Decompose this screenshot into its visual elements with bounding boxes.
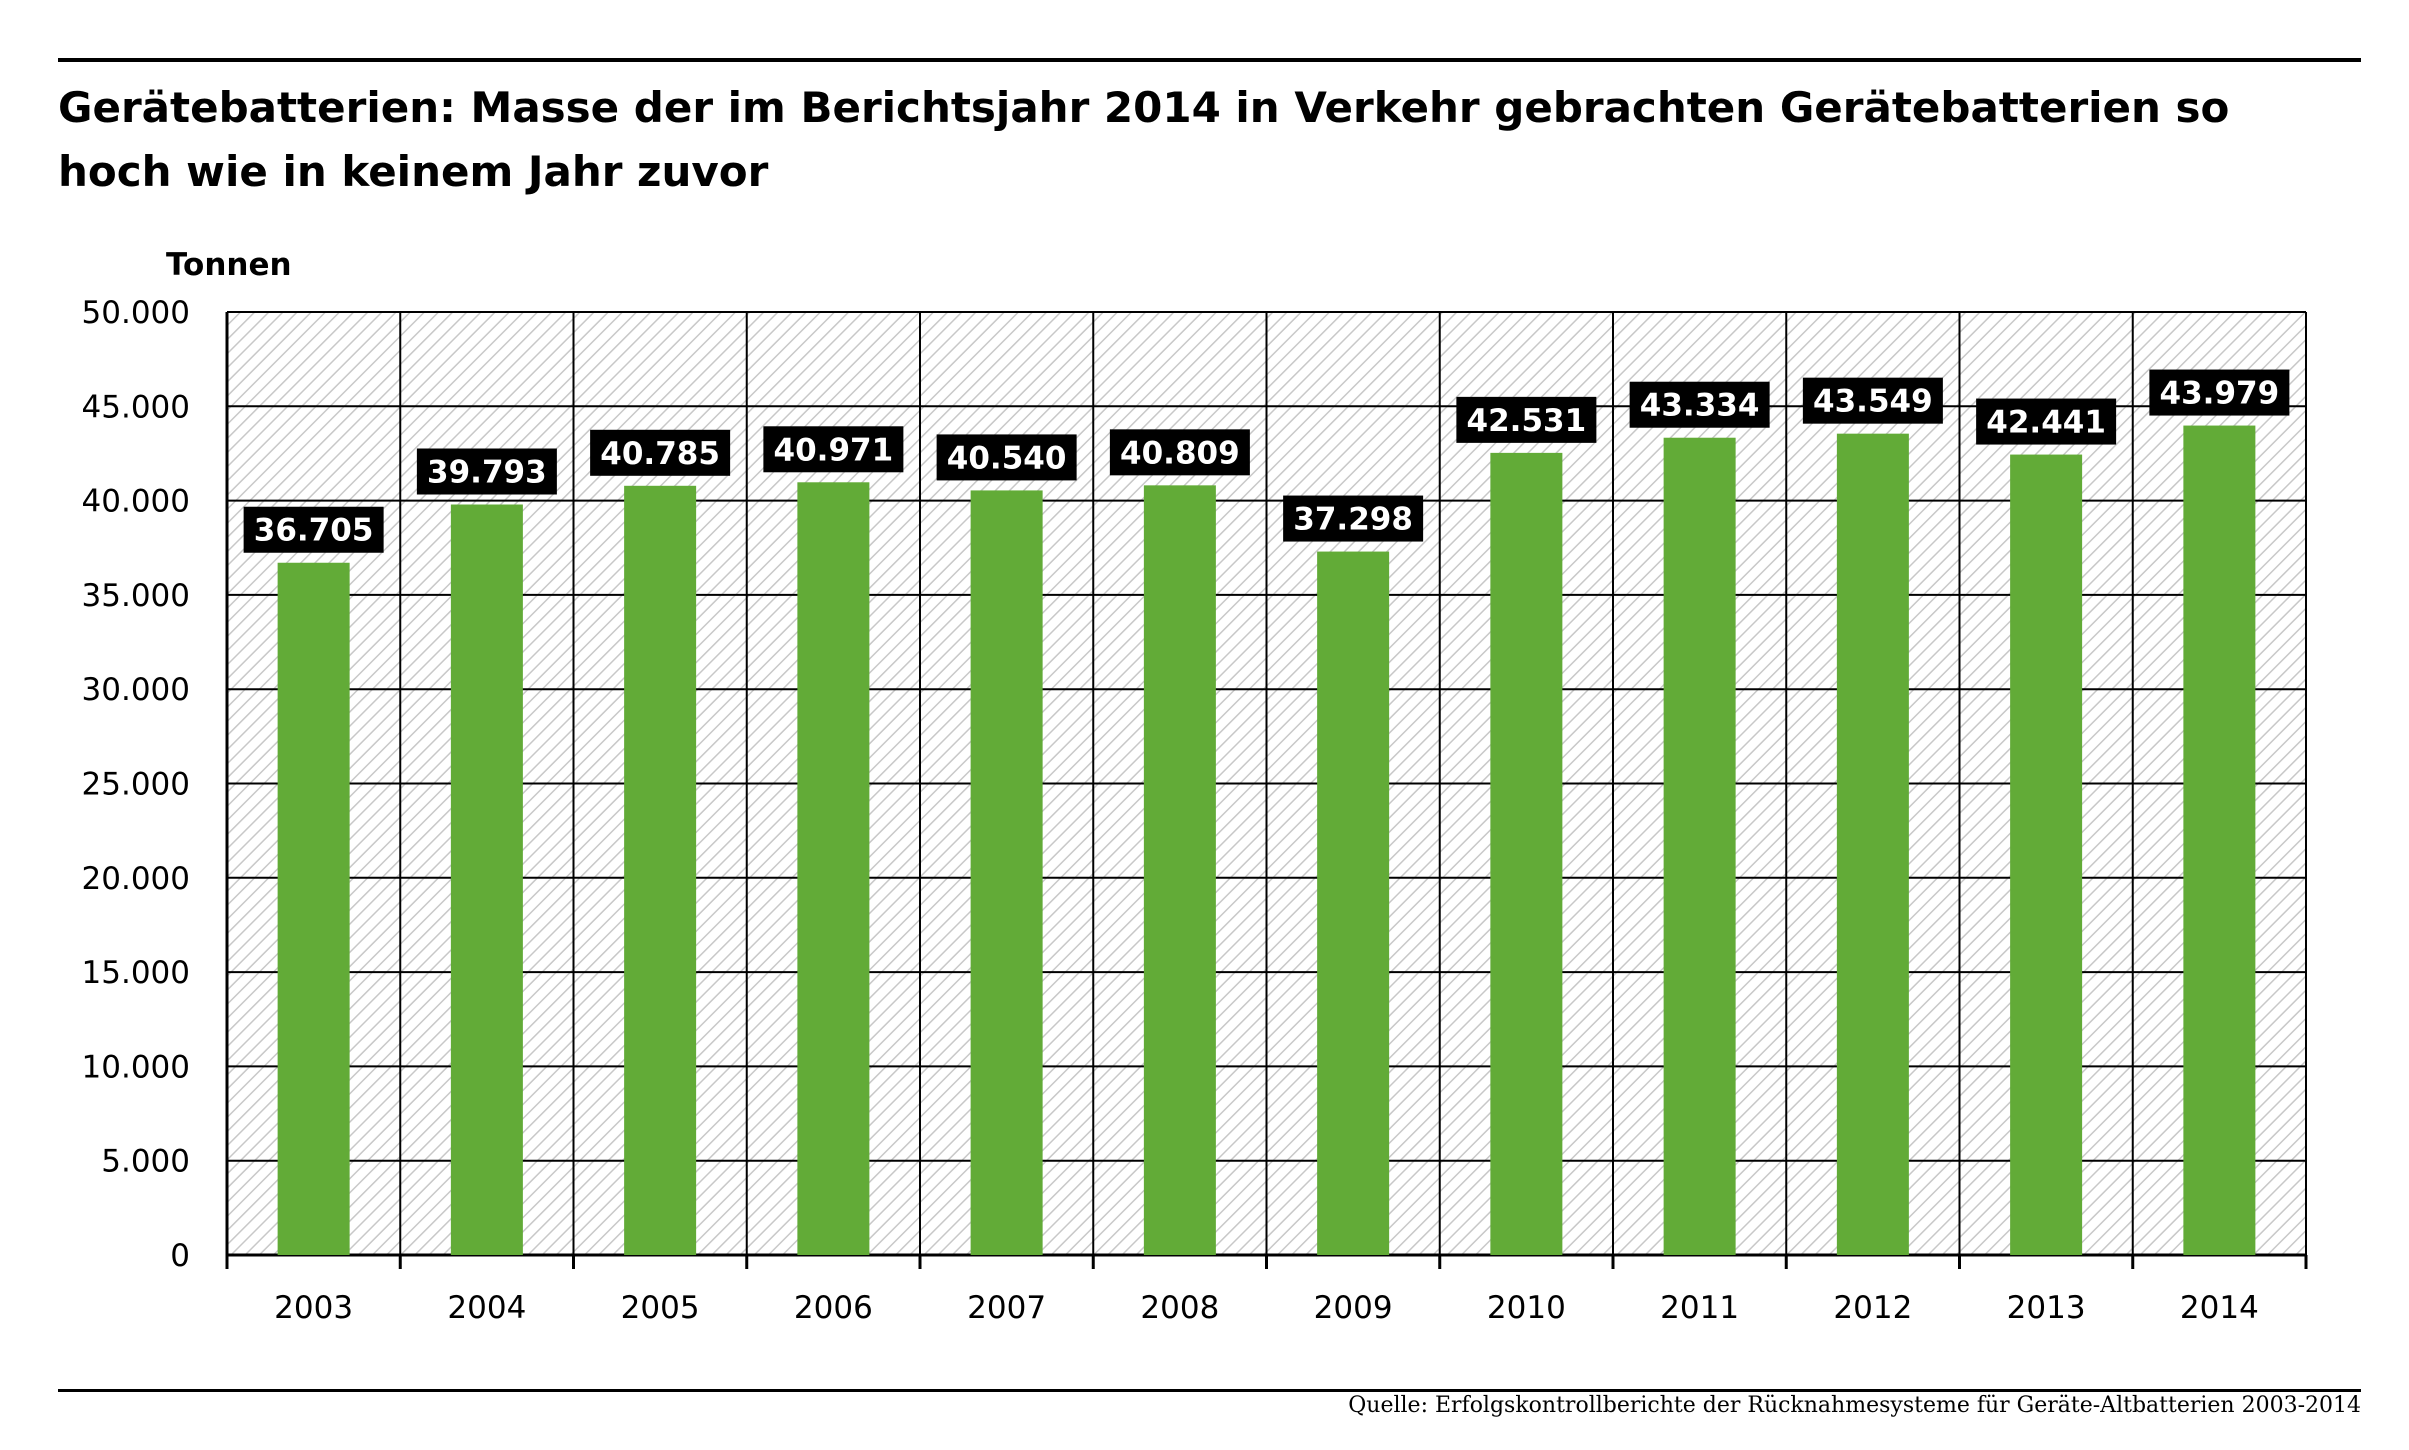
bar (1663, 437, 1736, 1255)
bar (1836, 433, 1909, 1255)
y-tick-label: 40.000 (82, 484, 190, 520)
data-label-box (1109, 429, 1250, 476)
x-tick-label: 2005 (621, 1290, 700, 1326)
data-label: 43.334 (1640, 388, 1760, 424)
bar (1143, 485, 1216, 1255)
source-note: Quelle: Erfolgskontrollberichte der Rück… (1348, 1393, 2361, 1418)
y-tick-label: 10.000 (82, 1049, 190, 1085)
y-tick-label: 45.000 (82, 389, 190, 425)
bar (2010, 454, 2083, 1255)
data-label-box (1283, 495, 1424, 542)
data-label: 42.441 (1986, 405, 2106, 441)
x-tick-label: 2013 (2007, 1290, 2086, 1326)
bottom-rule (58, 1389, 2361, 1392)
bar (1490, 452, 1563, 1255)
x-tick-label: 2003 (274, 1290, 353, 1326)
data-label: 40.971 (774, 432, 894, 468)
data-label-box (936, 434, 1077, 481)
bar (2183, 425, 2256, 1256)
data-label: 40.540 (947, 440, 1067, 476)
bar (624, 485, 697, 1255)
data-label-box (1456, 396, 1597, 443)
y-tick-label: 50.000 (82, 295, 190, 331)
x-tick-label: 2008 (1140, 1290, 1219, 1326)
x-tick-label: 2004 (447, 1290, 526, 1326)
data-label-box (763, 426, 904, 473)
bar (797, 482, 870, 1255)
data-label: 43.549 (1813, 384, 1933, 420)
bar (1317, 551, 1390, 1255)
y-tick-label: 15.000 (82, 955, 190, 991)
data-label-box (590, 429, 731, 476)
data-label-box (416, 448, 557, 495)
data-label-box (1629, 381, 1770, 428)
bar (450, 504, 523, 1255)
x-tick-label: 2011 (1660, 1290, 1739, 1326)
bar (970, 490, 1043, 1255)
x-tick-label: 2014 (2180, 1290, 2259, 1326)
data-label: 43.979 (2160, 376, 2280, 412)
data-label-box (2149, 369, 2290, 416)
data-label: 37.298 (1293, 502, 1413, 538)
data-label-box (1976, 398, 2117, 445)
x-tick-label: 2009 (1314, 1290, 1393, 1326)
y-tick-label: 30.000 (82, 672, 190, 708)
data-label: 40.809 (1120, 435, 1240, 471)
data-label-box (1802, 377, 1943, 424)
data-label: 42.531 (1467, 403, 1587, 439)
y-tick-label: 5.000 (101, 1144, 190, 1180)
top-rule (58, 58, 2361, 62)
data-label: 39.793 (427, 455, 547, 491)
x-tick-label: 2006 (794, 1290, 873, 1326)
chart-title: Gerätebatterien: Masse der im Berichtsja… (58, 83, 2230, 196)
y-tick-label: 20.000 (82, 861, 190, 897)
y-tick-label: 35.000 (82, 578, 190, 614)
bar (277, 562, 350, 1255)
x-tick-label: 2012 (1833, 1290, 1912, 1326)
data-label: 36.705 (254, 513, 374, 549)
data-label: 40.785 (600, 436, 720, 472)
x-tick-label: 2007 (967, 1290, 1046, 1326)
y-axis-unit-label: Tonnen (166, 247, 292, 283)
y-tick-label: 0 (170, 1238, 190, 1274)
y-tick-label: 25.000 (82, 767, 190, 803)
x-tick-label: 2010 (1487, 1290, 1566, 1326)
data-label-box (243, 506, 384, 553)
